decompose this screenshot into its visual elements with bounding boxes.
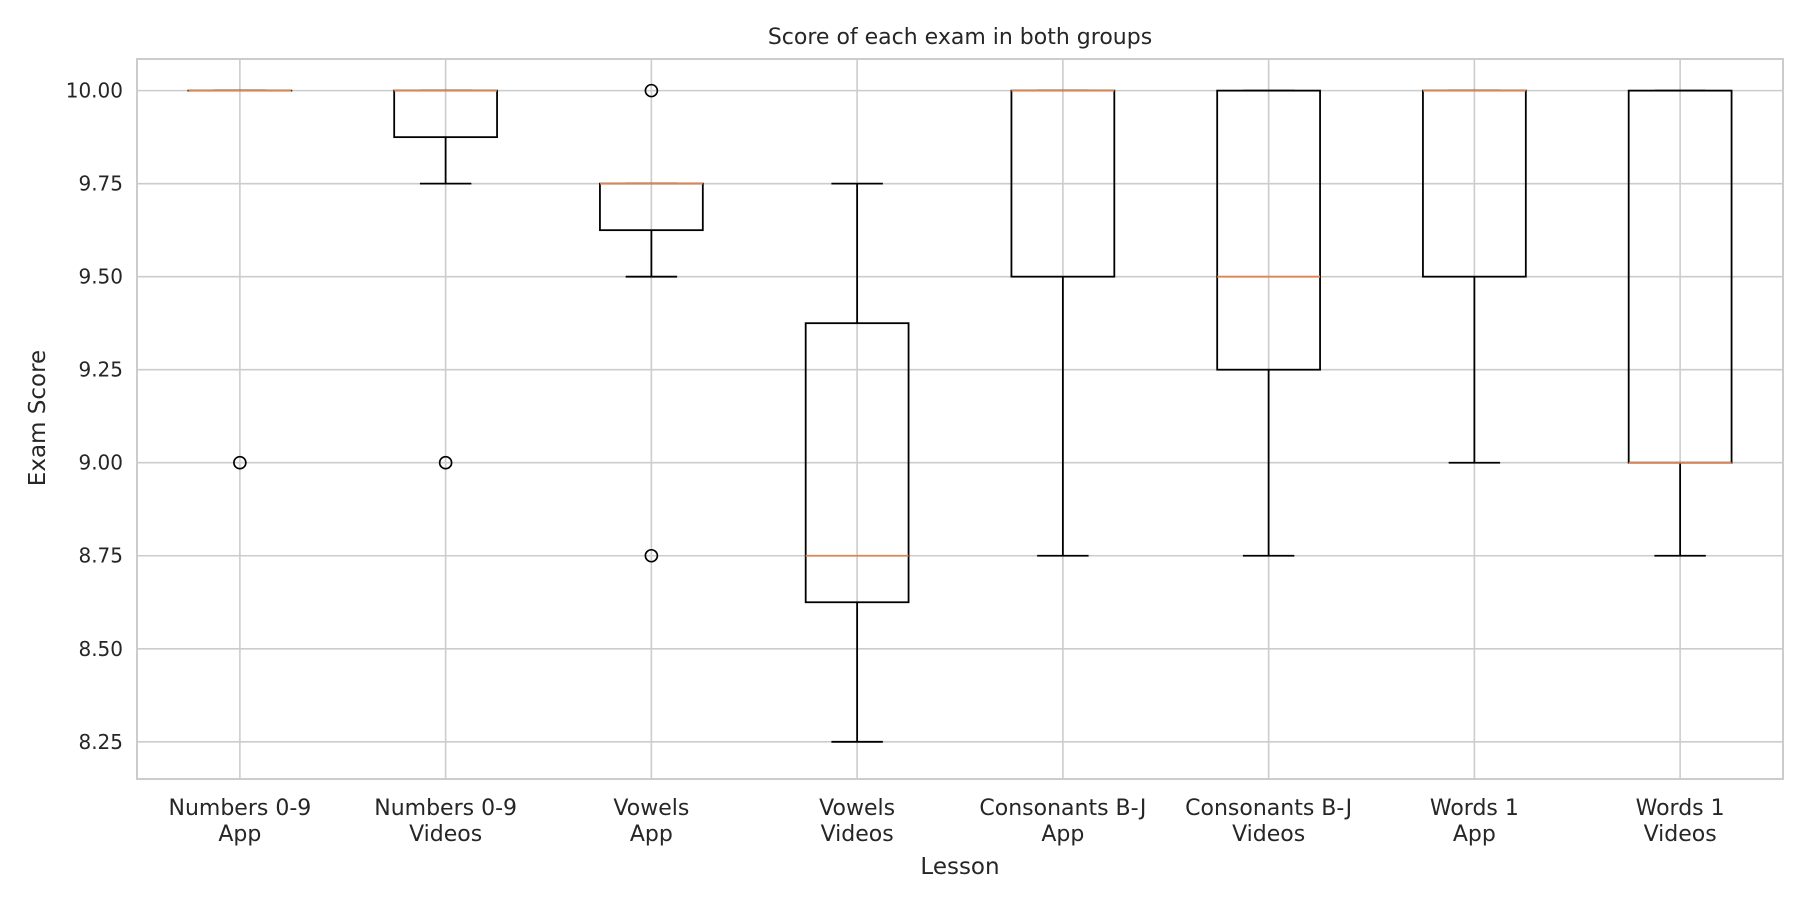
x-tick-label-line2: Videos xyxy=(1232,822,1305,847)
y-tick-label: 8.50 xyxy=(78,637,123,661)
x-tick-label-line2: App xyxy=(1041,822,1084,847)
x-tick-label-line2: Videos xyxy=(1644,822,1717,847)
y-tick-label: 9.75 xyxy=(78,172,123,196)
x-tick-label-line1: Vowels xyxy=(613,796,689,821)
y-tick-label: 9.50 xyxy=(78,265,123,289)
x-tick-label-line1: Consonants B-J xyxy=(979,796,1146,821)
y-axis-label: Exam Score xyxy=(25,350,51,486)
x-tick-label-line2: App xyxy=(1453,822,1496,847)
x-tick-label-line2: App xyxy=(630,822,673,847)
y-tick-label: 8.25 xyxy=(78,730,123,754)
x-tick-label-line1: Words 1 xyxy=(1636,796,1725,821)
x-axis-label: Lesson xyxy=(920,854,999,880)
x-tick-label-line1: Numbers 0-9 xyxy=(168,796,311,821)
x-tick-label-line2: App xyxy=(218,822,261,847)
chart-title: Score of each exam in both groups xyxy=(768,25,1152,50)
x-tick-label-line2: Videos xyxy=(821,822,894,847)
y-tick-label: 10.00 xyxy=(66,79,123,103)
x-tick-label-line2: Videos xyxy=(409,822,482,847)
y-tick-label: 8.75 xyxy=(78,544,123,568)
x-tick-label-line1: Consonants B-J xyxy=(1185,796,1352,821)
y-tick-label: 9.00 xyxy=(78,451,123,475)
x-tick-label-line1: Vowels xyxy=(819,796,895,821)
x-tick-label-line1: Words 1 xyxy=(1430,796,1519,821)
y-tick-label: 9.25 xyxy=(78,358,123,382)
x-tick-label-line1: Numbers 0-9 xyxy=(374,796,517,821)
